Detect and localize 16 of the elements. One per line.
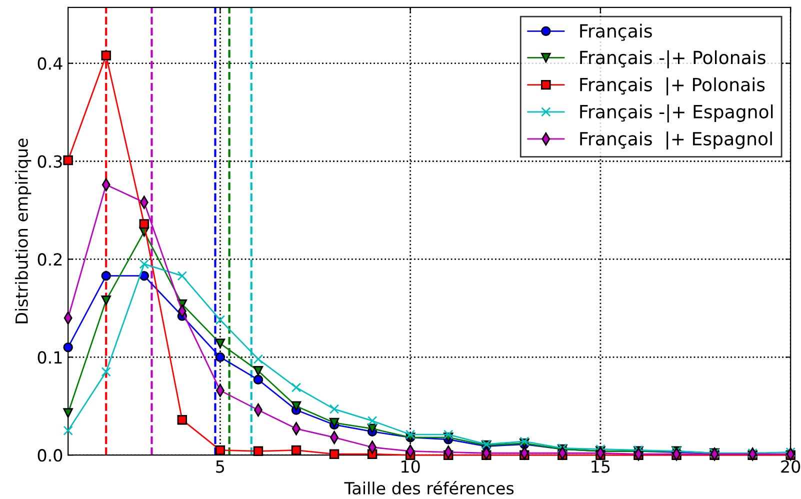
x-axis-title: Taille des références: [344, 480, 514, 495]
x-tick-label: 15: [592, 460, 610, 473]
legend-label: Français |+ Espagnol: [580, 131, 772, 150]
legend-label: Français -|+ Espagnol: [580, 104, 773, 122]
legend-label: Français -|+ Polonais: [580, 50, 766, 68]
y-tick-label: 0.4: [38, 57, 62, 70]
x-tick-label: 5: [216, 460, 224, 473]
y-tick-label: 0.3: [38, 155, 62, 168]
y-tick-label: 0.0: [38, 449, 62, 462]
x-tick-label: 10: [402, 460, 420, 473]
y-tick-label: 0.1: [38, 351, 62, 364]
legend-label: Français |+ Polonais: [580, 77, 765, 96]
x-tick-label: 20: [781, 460, 800, 473]
legend-label: Français: [580, 24, 652, 41]
y-axis-title: Distribution empirique: [15, 138, 32, 324]
y-tick-label: 0.2: [38, 253, 62, 266]
